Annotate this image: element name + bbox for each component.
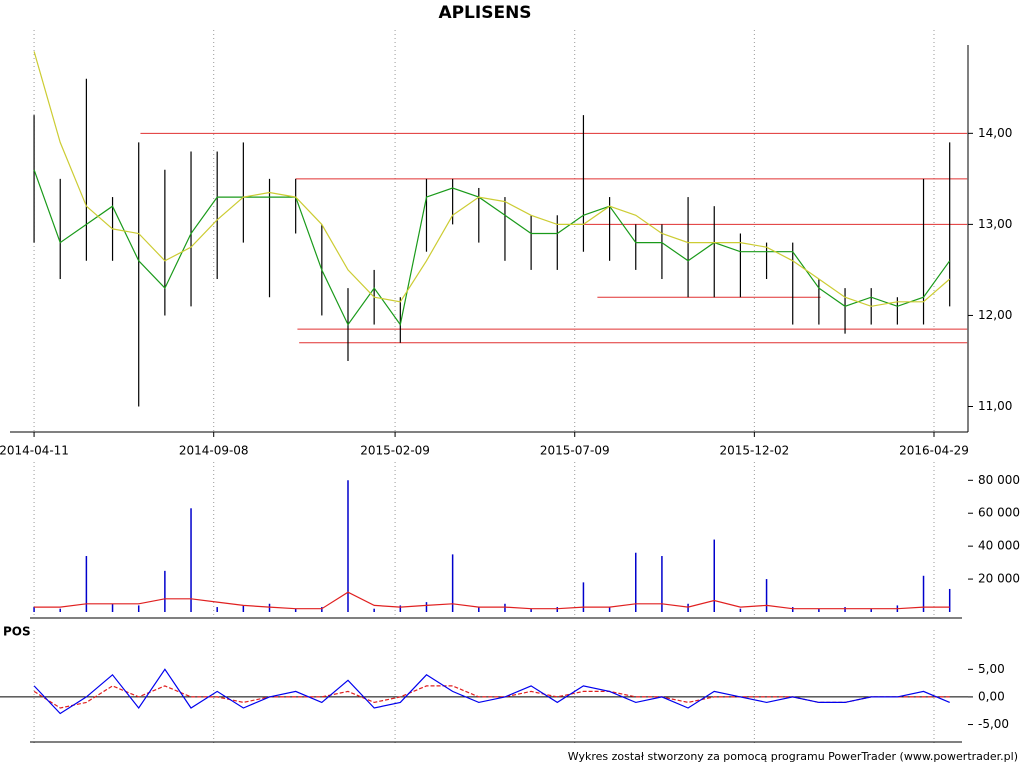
- y-tick-label: 20 000: [978, 572, 1020, 586]
- series-line: [33, 51, 951, 307]
- series-line: [34, 591, 950, 610]
- x-tick-label: 2016-04-29: [899, 444, 969, 458]
- y-tick-label: 11,00: [978, 399, 1012, 413]
- y-tick-label: 13,00: [978, 217, 1012, 231]
- x-tick-label: 2015-02-09: [360, 444, 430, 458]
- y-tick-label: 5,00: [978, 662, 1005, 676]
- panel-title: POS: [3, 625, 31, 639]
- x-tick-label: 2014-04-11: [0, 444, 69, 458]
- chart-title: APLISENS: [438, 3, 531, 23]
- x-tick-label: 2015-12-02: [719, 444, 789, 458]
- y-tick-label: -5,00: [978, 717, 1009, 731]
- y-tick-label: 0,00: [978, 689, 1005, 703]
- series-line: [33, 169, 951, 327]
- y-tick-label: 14,00: [978, 126, 1012, 140]
- y-tick-label: 60 000: [978, 506, 1020, 520]
- x-tick-label: 2014-09-08: [179, 444, 249, 458]
- series-line: [33, 668, 950, 715]
- y-tick-label: 80 000: [978, 473, 1020, 487]
- footer: Wykres został stworzony za pomocą progra…: [568, 750, 1018, 763]
- y-tick-label: 40 000: [978, 539, 1020, 553]
- x-tick-label: 2015-07-09: [540, 444, 610, 458]
- y-tick-label: 12,00: [978, 308, 1012, 322]
